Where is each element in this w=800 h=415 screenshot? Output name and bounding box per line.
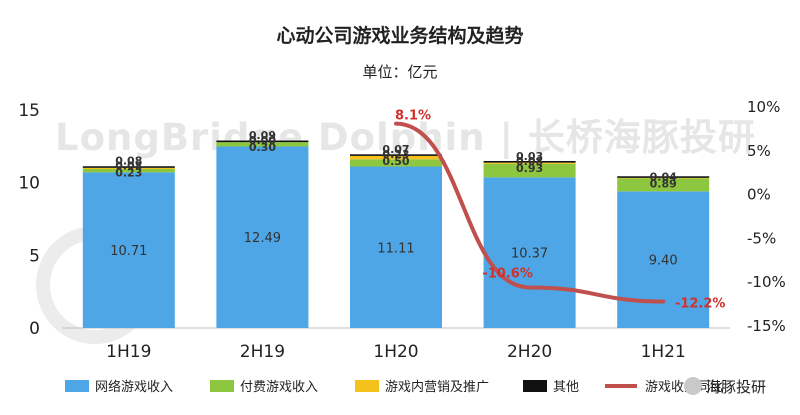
legend-label: 游戏收入同比 xyxy=(645,380,723,395)
x-category-label: 1H19 xyxy=(106,342,151,362)
yoy-line: 8.1% -10.6% -12.2% xyxy=(394,109,726,311)
chart-subtitle: 单位：亿元 xyxy=(362,63,437,81)
bar-segment xyxy=(82,172,175,328)
legend-label: 网络游戏收入 xyxy=(95,379,173,395)
bar-segment xyxy=(82,169,175,173)
y-tick-label: 0 xyxy=(29,319,40,339)
legend-swatch xyxy=(523,380,547,392)
y2-tick-label: 0% xyxy=(747,186,771,204)
brand-badge: 海豚投研 xyxy=(684,377,766,396)
bar-value-label: 0.00 xyxy=(249,134,276,147)
bar-value-label: 0.04 xyxy=(650,170,677,183)
bar-segment xyxy=(216,142,309,147)
bar-segment xyxy=(617,178,710,192)
y2-tick-label: -5% xyxy=(747,229,776,247)
yoy-line-path xyxy=(394,121,666,304)
x-category-label: 2H19 xyxy=(240,342,285,362)
bar-segment xyxy=(216,140,309,143)
chart-title: 心动公司游戏业务结构及趋势 xyxy=(276,24,523,47)
y2-tick-label: 5% xyxy=(747,142,771,160)
bar-value-label: 11.11 xyxy=(377,241,414,256)
bar-value-label: 0.23 xyxy=(382,148,409,161)
legend-label: 其他 xyxy=(553,380,579,395)
bar-value-label: 0.50 xyxy=(382,155,409,168)
bar-segment xyxy=(82,166,175,168)
dolphin-icon xyxy=(684,377,702,395)
legend-label: 游戏内营销及推广 xyxy=(385,379,489,395)
bar-segment xyxy=(483,161,576,163)
brand-text: 海豚投研 xyxy=(706,378,766,396)
bar-segment xyxy=(82,167,175,170)
bar-segment xyxy=(216,146,309,328)
bar-value-label: 0.07 xyxy=(382,143,409,156)
bar-segment xyxy=(617,177,710,179)
x-axis: 1H19 2H19 1H20 2H20 1H21 xyxy=(106,342,686,362)
y-axis-left: 0 5 10 15 xyxy=(18,101,40,339)
bar-segment xyxy=(350,154,442,156)
bars: 10.710.230.080.0812.490.300.000.0911.110… xyxy=(82,129,710,328)
bar-segment xyxy=(350,159,442,167)
legend-swatch xyxy=(355,380,379,392)
yoy-data-label: -10.6% xyxy=(482,266,533,281)
bar-value-label: 0.93 xyxy=(516,162,543,175)
y-tick-label: 10 xyxy=(18,174,40,194)
x-category-label: 1H20 xyxy=(373,342,418,362)
yoy-data-label: -12.2% xyxy=(675,296,726,311)
x-category-label: 2H20 xyxy=(507,342,552,362)
bar-value-label: 12.49 xyxy=(244,231,281,246)
bar-value-label: 9.40 xyxy=(649,254,678,269)
bar-segment xyxy=(483,162,576,164)
y2-tick-label: -15% xyxy=(747,317,786,335)
yoy-data-label: 8.1% xyxy=(395,109,431,124)
bar-value-label: 0.08 xyxy=(115,160,142,173)
legend-swatch xyxy=(210,380,234,392)
bar-value-label: 10.37 xyxy=(511,247,548,262)
bar-segment xyxy=(617,191,710,328)
y-tick-label: 5 xyxy=(29,246,40,266)
bar-segment xyxy=(483,163,576,178)
bar-segment xyxy=(483,177,576,328)
legend-swatch xyxy=(65,380,89,392)
bar-segment xyxy=(350,166,442,328)
bar-value-label: 0.08 xyxy=(516,155,543,168)
bar-value-label: 0.09 xyxy=(249,129,276,142)
bar-value-label: 0.30 xyxy=(249,141,276,154)
y2-tick-label: 10% xyxy=(747,98,780,116)
y-axis-right: 10% 5% 0% -5% -10% -15% xyxy=(747,98,786,335)
bar-value-label: 0.89 xyxy=(650,177,677,190)
bar-value-label: 10.71 xyxy=(110,244,147,259)
bar-segment xyxy=(350,155,442,160)
bar-value-label: 0.08 xyxy=(115,155,142,168)
legend-label: 付费游戏收入 xyxy=(240,380,318,395)
legend: 网络游戏收入 付费游戏收入 游戏内营销及推广 其他 游戏收入同比 xyxy=(65,379,723,395)
bar-segment xyxy=(617,176,710,178)
y-tick-label: 15 xyxy=(18,101,40,121)
bar-value-label: 0.03 xyxy=(516,150,543,163)
bar-value-label: 0.23 xyxy=(115,167,142,180)
x-category-label: 1H21 xyxy=(641,342,686,362)
y2-tick-label: -10% xyxy=(747,273,786,291)
